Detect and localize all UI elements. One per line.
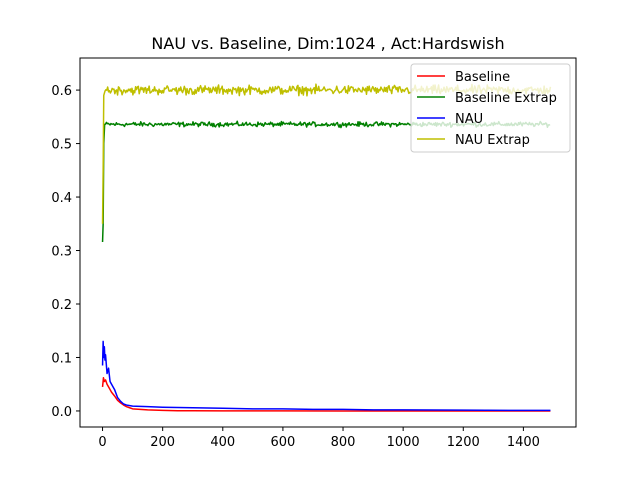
y-tick-label: 0.4 xyxy=(51,191,72,206)
y-tick-label: 0.6 xyxy=(51,84,72,99)
chart-title: NAU vs. Baseline, Dim:1024 , Act:Hardswi… xyxy=(151,34,504,53)
x-tick-label: 800 xyxy=(331,435,356,450)
x-tick-label: 1000 xyxy=(387,435,420,450)
x-tick-label: 400 xyxy=(210,435,235,450)
axes: 0 200 400 600 800 1000 1200 1400 0.0 0.1 0.2 0.3 0.4… xyxy=(51,57,577,450)
y-tick-label: 0.0 xyxy=(51,405,72,420)
legend: Baseline Baseline Extrap NAU NAU Extrap xyxy=(410,63,571,153)
legend-label-baseline-extrap: Baseline Extrap xyxy=(455,91,557,106)
legend-label-baseline: Baseline xyxy=(455,70,510,85)
legend-box xyxy=(410,63,571,153)
x-tick-label: 600 xyxy=(270,435,295,450)
legend-label-nau: NAU xyxy=(455,112,483,127)
x-tick-label: 1200 xyxy=(447,435,480,450)
legend-label-nau-extrap: NAU Extrap xyxy=(455,133,530,148)
x-tick-label: 200 xyxy=(150,435,175,450)
series-line-baseline xyxy=(101,377,551,412)
y-tick-label: 0.5 xyxy=(51,138,72,153)
series-line-nau xyxy=(101,340,551,412)
y-tick-label: 0.1 xyxy=(51,351,72,366)
axes-frame xyxy=(79,57,577,428)
y-tick-label: 0.2 xyxy=(51,298,72,313)
x-tick-label: 0 xyxy=(98,435,106,450)
y-tick-label: 0.3 xyxy=(51,245,72,260)
x-tick-label: 1400 xyxy=(507,435,540,450)
